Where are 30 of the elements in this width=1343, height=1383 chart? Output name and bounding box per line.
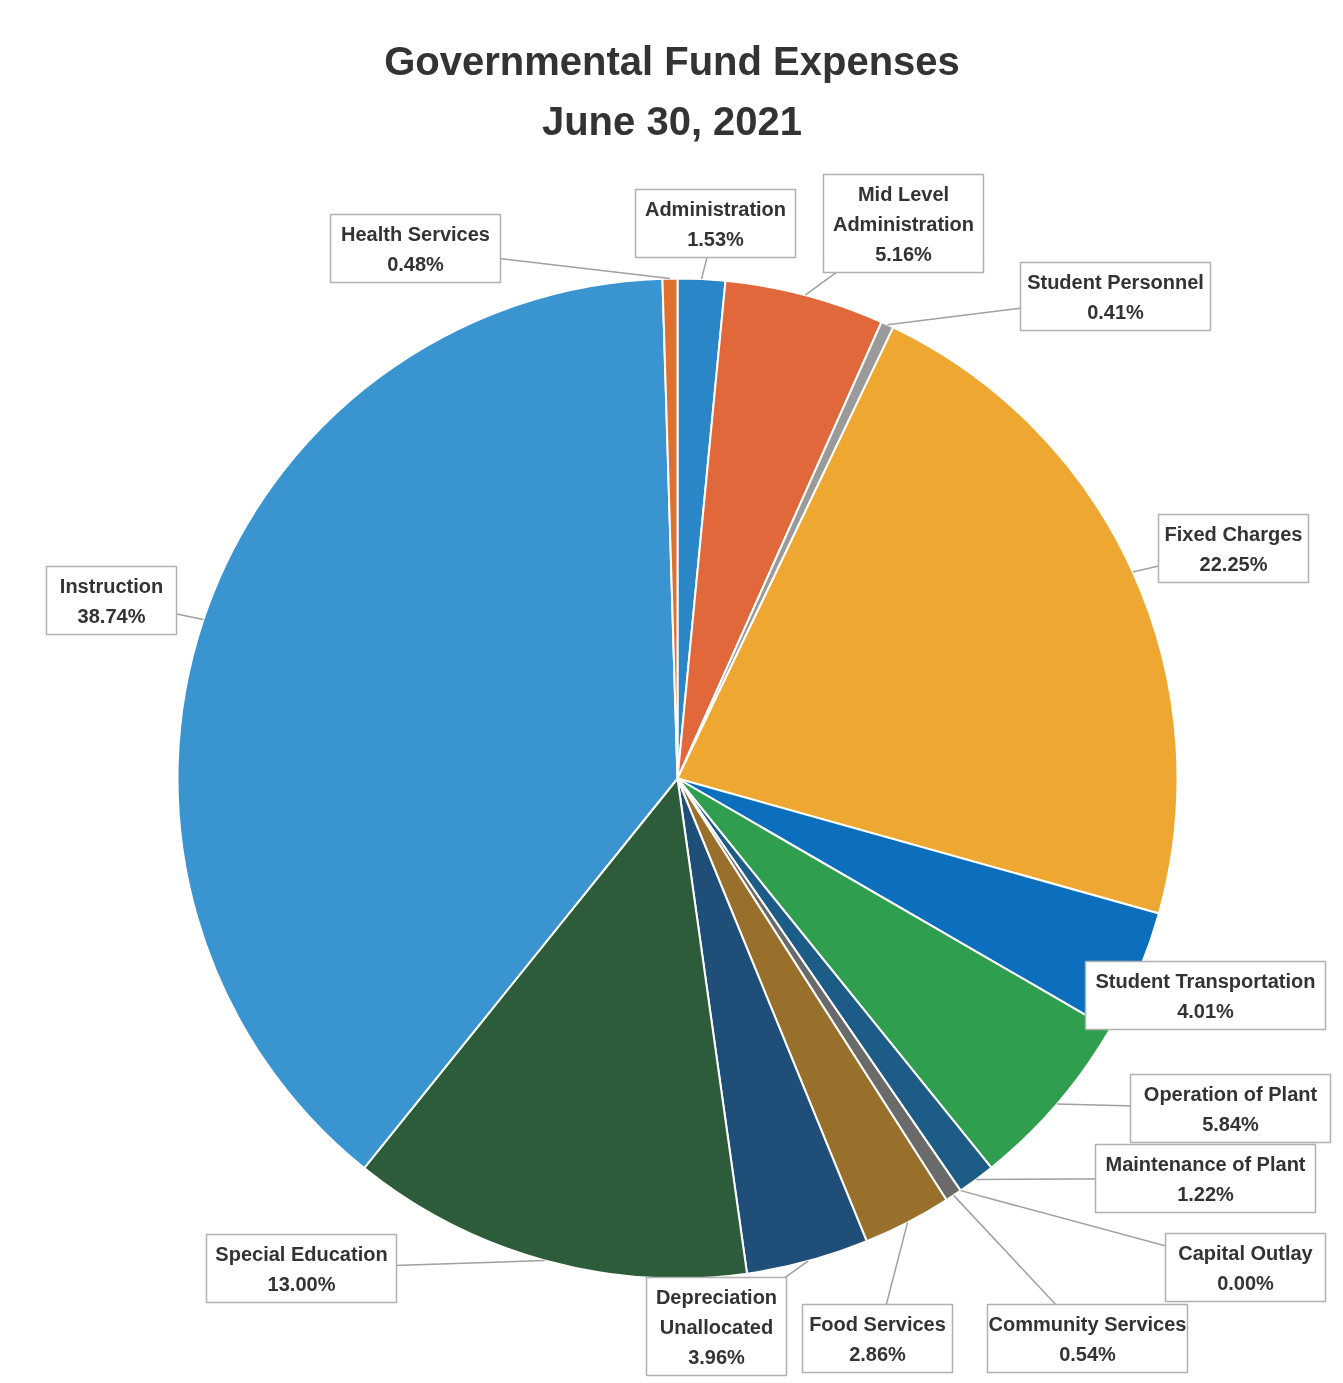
- slice-label: Maintenance of Plant: [1105, 1152, 1306, 1175]
- data-label: 38.74%: [77, 604, 146, 627]
- slice-label: Instruction: [59, 574, 164, 597]
- data-label: 0.41%: [1087, 300, 1145, 323]
- category-label: Capital Outlay: [1178, 1241, 1313, 1264]
- data-label: 13.00%: [267, 1272, 336, 1295]
- data-label: 2.86%: [849, 1342, 907, 1365]
- text: 0.00%: [1217, 1271, 1274, 1294]
- slice-label: Health Services: [341, 222, 490, 245]
- data-label: 1.53%: [687, 227, 745, 250]
- data-label: 0.54%: [1059, 1342, 1117, 1365]
- chart-subtitle: June 30, 2021: [541, 98, 803, 143]
- slice-label: Student Transportation: [1095, 969, 1316, 992]
- slice-label: Depreciation Unallocated: [655, 1285, 778, 1338]
- data-label: 4.01%: [1177, 999, 1235, 1022]
- data-label: 5.16%: [875, 242, 933, 265]
- chart-title: Governmental Fund Expenses: [384, 38, 960, 83]
- data-label: 1.22%: [1177, 1182, 1235, 1205]
- slice-label: Community Services: [988, 1312, 1187, 1335]
- slice-label: Special Education: [215, 1242, 388, 1265]
- data-label: 22.25%: [1199, 552, 1268, 575]
- data-label: 5.84%: [1202, 1112, 1260, 1135]
- slice-label: Student Personnel: [1027, 270, 1204, 293]
- data-label: 0.48%: [387, 252, 445, 275]
- slice-label: Mid Level Administration: [832, 182, 975, 235]
- slice-label: Operation of Plant: [1143, 1082, 1318, 1105]
- slice-label: Administration: [644, 197, 787, 220]
- data-label: 3.96%: [688, 1345, 746, 1368]
- slice-label: Food Services: [809, 1312, 946, 1335]
- slice-label: Fixed Charges: [1164, 522, 1303, 545]
